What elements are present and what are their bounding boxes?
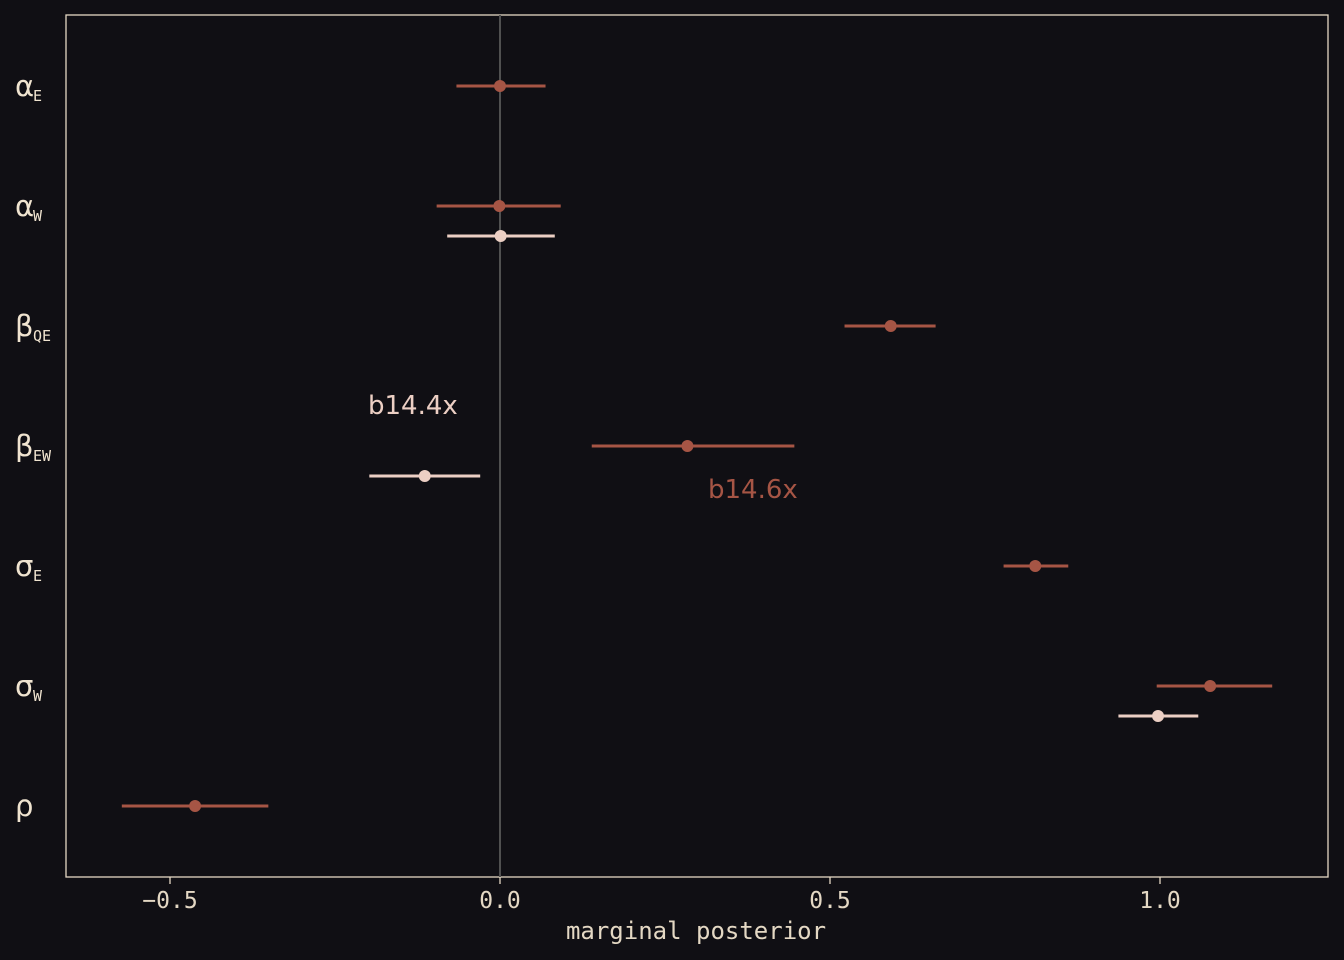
point-estimate	[1204, 680, 1217, 692]
y-tick-subscript: E	[33, 87, 42, 105]
x-tick-label: −0.5	[142, 888, 197, 914]
y-tick-label: σ	[15, 669, 33, 703]
point-estimate	[494, 80, 506, 92]
x-tick-label: 1.0	[1139, 888, 1181, 914]
point-estimate	[189, 800, 202, 812]
point-estimate	[1152, 710, 1165, 722]
point-estimate	[1029, 560, 1042, 572]
point-estimate	[884, 320, 897, 332]
y-tick-subscript: QE	[33, 327, 51, 345]
y-tick-label: β	[15, 429, 34, 463]
y-tick-label: α	[15, 69, 34, 103]
y-tick-label: α	[15, 189, 34, 223]
annotation-b14-6x: b14.6x	[708, 475, 798, 505]
point-estimate	[418, 470, 431, 482]
y-tick-subscript: E	[33, 567, 42, 585]
x-axis-ticks: −0.5 0.0 0.5 1.0	[142, 877, 1181, 914]
y-tick-label: ρ	[15, 789, 33, 823]
y-tick-subscript: EW	[33, 447, 52, 465]
y-tick-label: β	[15, 309, 34, 343]
y-tick-subscript: W	[33, 207, 43, 225]
y-tick-label: σ	[15, 549, 33, 583]
point-estimate	[494, 230, 507, 242]
point-estimate	[681, 440, 694, 452]
point-estimate	[493, 200, 506, 212]
x-tick-label: 0.0	[479, 888, 521, 914]
y-tick-subscript: W	[33, 687, 43, 705]
x-tick-label: 0.5	[809, 888, 851, 914]
interval-marks	[121, 80, 1273, 812]
annotation-b14-4x: b14.4x	[368, 391, 458, 421]
x-axis-label: marginal posterior	[566, 917, 826, 945]
